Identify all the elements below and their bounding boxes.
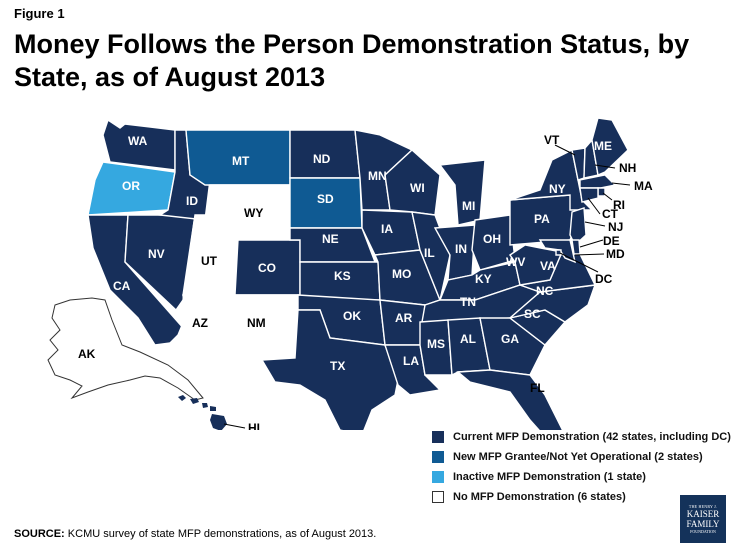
state-HI-2 [190,398,199,404]
label-IA: IA [381,222,393,236]
source-prefix: SOURCE: [14,528,65,540]
label-FL: FL [530,381,545,395]
state-HI-5 [210,414,227,430]
label-ID: ID [186,194,198,208]
figure-label: Figure 1 [14,6,65,21]
label-RI: RI [613,198,625,212]
label-KY: KY [475,272,492,286]
label-TX: TX [330,359,345,373]
state-labels: WA OR CA NV ID MT WY UT AZ CO NM ND SD N… [78,133,653,430]
legend-item-inactive: Inactive MFP Demonstration (1 state) [432,467,731,487]
label-WI: WI [410,181,425,195]
legend-swatch-none [432,491,444,503]
label-AK: AK [78,347,96,361]
legend-swatch-inactive [432,471,444,483]
label-UT: UT [201,254,218,268]
label-OR: OR [122,179,140,193]
label-MD: MD [606,247,625,261]
label-ND: ND [313,152,331,166]
state-MA [579,174,617,189]
legend-item-new: New MFP Grantee/Not Yet Operational (2 s… [432,447,731,467]
label-KS: KS [334,269,351,283]
label-VA: VA [540,259,556,273]
state-OH [471,214,516,271]
state-DE [571,239,581,255]
label-VT: VT [544,133,560,147]
label-AR: AR [395,311,413,325]
state-ME [591,117,629,176]
state-NJ [569,207,587,247]
label-CT: CT [602,207,619,221]
legend-swatch-new [432,451,444,463]
label-SD: SD [317,192,334,206]
label-MA: MA [634,179,653,193]
label-NH: NH [619,161,636,175]
legend-label-new: New MFP Grantee/Not Yet Operational (2 s… [453,451,703,463]
label-ME: ME [594,139,612,153]
label-NJ: NJ [608,220,623,234]
state-DC [555,249,562,256]
logo-line1: THE HENRY J. [688,504,718,509]
label-MI: MI [462,199,475,213]
state-RI [597,187,606,197]
label-WY: WY [244,206,263,220]
callout-lines [223,144,631,429]
legend-label-inactive: Inactive MFP Demonstration (1 state) [453,471,646,483]
label-NV: NV [148,247,165,261]
state-WV [509,244,563,286]
state-AK [47,297,204,401]
logo-line4: FOUNDATION [690,529,716,534]
label-SC: SC [524,307,541,321]
label-AL: AL [460,332,476,346]
state-HI-1 [178,395,186,401]
label-WA: WA [128,134,148,148]
label-CO: CO [258,261,276,275]
source-text: KCMU survey of state MFP demonstrations,… [64,528,377,540]
label-NE: NE [322,232,339,246]
legend-label-none: No MFP Demonstration (6 states) [453,491,626,503]
label-MO: MO [392,267,411,281]
logo-line2: KAISER [686,509,720,519]
label-HI: HI [248,421,260,430]
state-MI [438,159,486,226]
label-WV: WV [506,255,525,269]
state-HI-3 [202,403,208,408]
legend-swatch-current [432,431,444,443]
label-DE: DE [603,234,620,248]
label-AZ: AZ [192,316,208,330]
legend: Current MFP Demonstration (42 states, in… [432,427,731,507]
label-OK: OK [343,309,361,323]
source-note: SOURCE: KCMU survey of state MFP demonst… [14,528,376,540]
label-IN: IN [455,242,467,256]
label-CA: CA [113,279,131,293]
state-NM [221,294,299,366]
state-MS [419,319,453,376]
label-NC: NC [536,284,554,298]
label-TN: TN [460,295,476,309]
state-TX [260,309,399,430]
legend-item-none: No MFP Demonstration (6 states) [432,487,731,507]
label-OH: OH [483,232,501,246]
label-NY: NY [549,182,566,196]
kff-logo: THE HENRY J. KAISER FAMILY FOUNDATION [680,495,726,543]
state-HI-4 [210,406,216,411]
legend-item-current: Current MFP Demonstration (42 states, in… [432,427,731,447]
label-MN: MN [368,169,387,183]
label-PA: PA [534,212,550,226]
state-OR [87,161,176,216]
label-DC: DC [595,272,613,286]
label-GA: GA [501,332,519,346]
label-MT: MT [232,154,250,168]
state-FL [456,369,564,430]
legend-label-current: Current MFP Demonstration (42 states, in… [453,431,731,443]
label-LA: LA [403,354,419,368]
page-title: Money Follows the Person Demonstration S… [14,29,690,92]
us-map: WA OR CA NV ID MT WY UT AZ CO NM ND SD N… [47,117,653,430]
label-NM: NM [247,316,266,330]
label-MS: MS [427,337,445,351]
state-GA [479,317,546,376]
logo-line3: FAMILY [686,519,720,529]
state-CT [579,187,599,203]
label-IL: IL [424,246,435,260]
